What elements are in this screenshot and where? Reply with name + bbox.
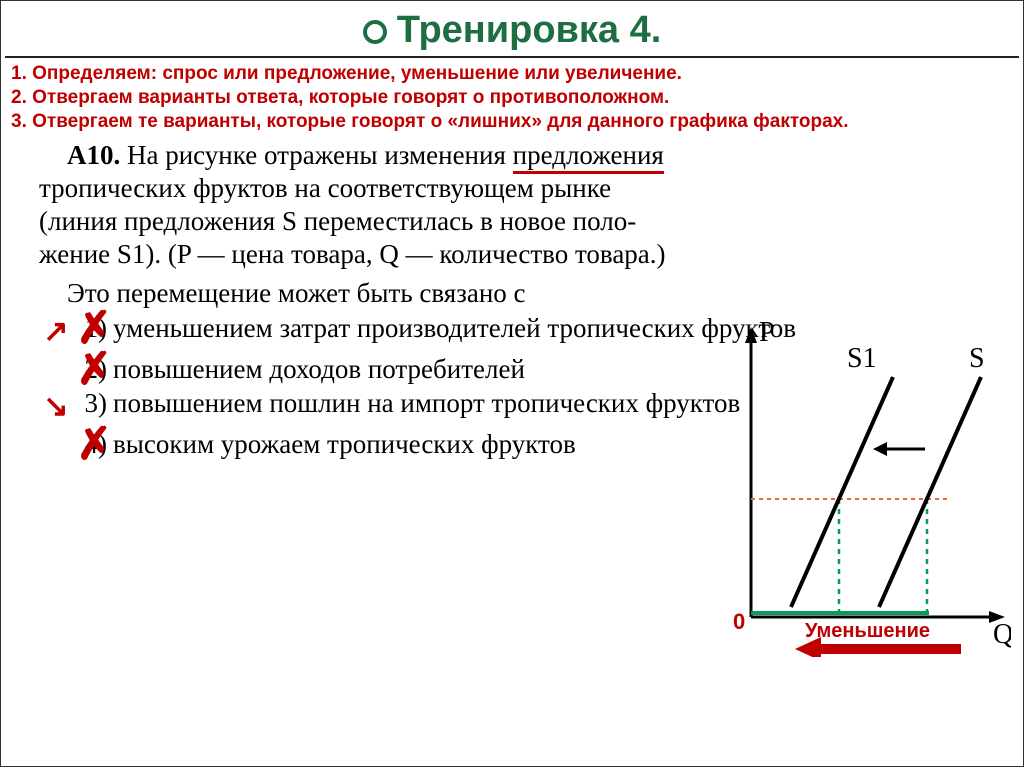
slide: Тренировка 4. 1. Определяем: спрос или п… bbox=[0, 0, 1024, 767]
trend-arrow-icon: ↗ bbox=[39, 312, 73, 351]
instruction-line-1: 1. Определяем: спрос или предложение, ум… bbox=[11, 62, 1013, 86]
divider bbox=[5, 56, 1019, 58]
chart-svg: P Q 0 S1 S Уменьшение bbox=[711, 317, 1011, 657]
problem-label: А10. bbox=[67, 140, 120, 170]
problem-pre: На рисунке отражены измене­ния bbox=[127, 140, 513, 170]
svg-text:0: 0 bbox=[733, 609, 745, 634]
option-number: 3) bbox=[73, 387, 113, 420]
supply-chart: P Q 0 S1 S Уменьшение bbox=[711, 317, 1011, 662]
svg-text:Q: Q bbox=[993, 619, 1011, 650]
slide-title: Тренировка 4. bbox=[1, 9, 1023, 52]
option-number: 4)✗ bbox=[73, 428, 113, 461]
svg-text:S: S bbox=[969, 343, 985, 374]
option-number: 1)✗ bbox=[73, 312, 113, 345]
problem-paragraph: А10. На рисунке отражены измене­ния пред… bbox=[39, 139, 679, 271]
title-bullet-icon bbox=[363, 20, 387, 44]
trend-arrow-icon bbox=[39, 428, 73, 430]
instruction-line-3: 3. Отвергаем те варианты, которые говоря… bbox=[11, 110, 1013, 134]
svg-text:S1: S1 bbox=[847, 343, 877, 374]
trend-arrow-icon bbox=[39, 353, 73, 355]
instruction-line-2: 2. Отвергаем варианты ответа, которые го… bbox=[11, 86, 1013, 110]
cross-out-mark: ✗ bbox=[72, 418, 116, 473]
cross-out-mark: ✗ bbox=[72, 302, 116, 357]
problem-text: А10. На рисунке отражены измене­ния пред… bbox=[39, 139, 679, 310]
problem-lead: Это перемещение может быть связано с bbox=[39, 277, 679, 310]
instructions-block: 1. Определяем: спрос или предложение, ум… bbox=[1, 60, 1023, 139]
svg-text:P: P bbox=[759, 317, 775, 348]
option-number: 2)✗ bbox=[73, 353, 113, 386]
problem-post: тропических фруктов на соответствующем р… bbox=[39, 173, 666, 269]
problem-underlined: предложения bbox=[513, 140, 664, 174]
body: А10. На рисунке отражены измене­ния пред… bbox=[1, 139, 1023, 461]
trend-arrow-icon: ↘ bbox=[39, 387, 73, 426]
title-text: Тренировка 4. bbox=[397, 9, 662, 51]
svg-text:Уменьшение: Уменьшение bbox=[805, 620, 930, 642]
